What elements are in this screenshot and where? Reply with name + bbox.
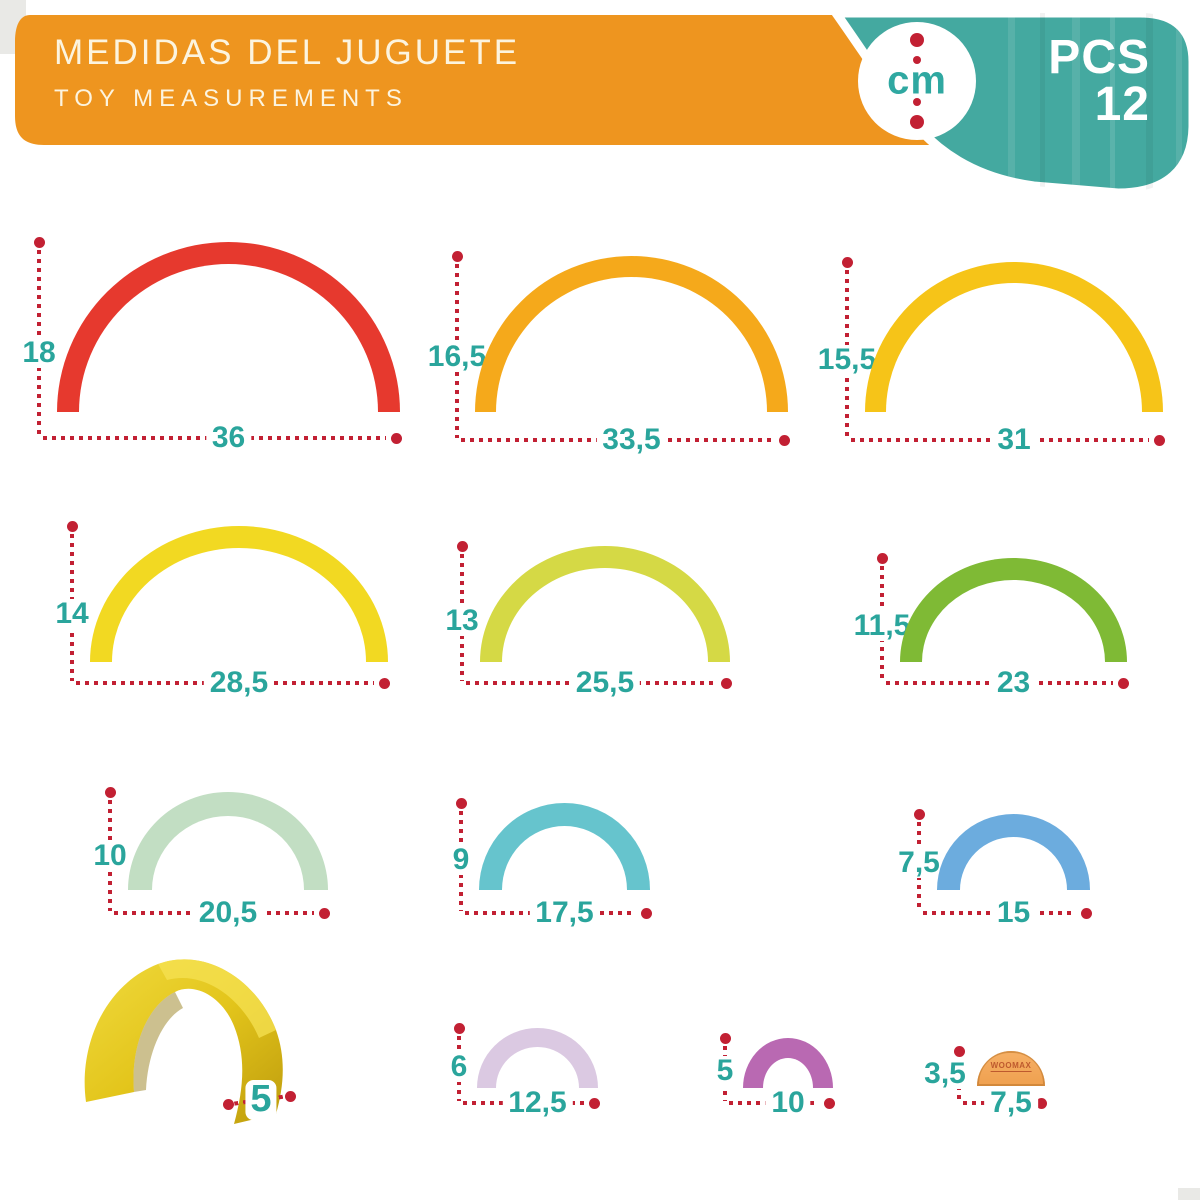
pieces-count-panel: PCS 12 <box>950 31 1150 131</box>
dim-dot <box>823 1097 835 1109</box>
piece-red-arch <box>57 242 400 412</box>
dim-dot <box>1153 434 1165 446</box>
width-value: 12,5 <box>502 1088 573 1118</box>
width-value: 10 <box>765 1088 811 1118</box>
dim-dot <box>720 677 732 689</box>
piece-chartreuse-arch <box>480 546 730 662</box>
dim-dot <box>1035 1097 1047 1109</box>
height-value: 3,5 <box>918 1058 972 1089</box>
cm-badge-circle <box>858 22 976 140</box>
scan-artifact <box>1178 1188 1200 1200</box>
title-spanish: MEDIDAS DEL JUGUETE <box>54 33 521 72</box>
dim-dot <box>1117 677 1129 689</box>
piece-purple-arch <box>743 1038 833 1088</box>
dim-dot <box>953 1045 965 1057</box>
width-value: 33,5 <box>596 425 667 455</box>
header-banner-graphic <box>15 0 1200 230</box>
piece-green-arch <box>900 558 1127 662</box>
arch-3d-depth-illustration <box>84 959 283 1124</box>
dim-dot <box>66 520 78 532</box>
width-value: 20,5 <box>192 898 264 928</box>
dim-dot <box>390 432 402 444</box>
width-value: 31 <box>991 425 1037 455</box>
dim-dot <box>104 786 116 798</box>
height-value: 9 <box>446 844 476 875</box>
width-value: 17,5 <box>529 898 600 928</box>
piece-woomax-half-disc: WOOMAX <box>977 1051 1045 1086</box>
height-value: 7,5 <box>892 848 946 879</box>
height-value: 6 <box>444 1052 474 1082</box>
width-value: 15 <box>990 898 1037 928</box>
piece-orange-arch <box>475 256 788 412</box>
page-title: MEDIDAS DEL JUGUETE TOY MEASUREMENTS <box>54 33 520 113</box>
dim-dot <box>318 907 330 919</box>
dim-dot <box>640 907 652 919</box>
width-value: 28,5 <box>203 668 275 698</box>
width-value: 7,5 <box>984 1088 1038 1118</box>
dim-dot <box>455 797 467 809</box>
unit-badge-label: cm <box>887 58 947 103</box>
dim-dot <box>456 540 468 552</box>
height-value: 13 <box>439 606 485 637</box>
cm-badge-dots-icon <box>910 33 924 129</box>
piece-yellow-arch <box>90 526 388 662</box>
arch-3d-inner-shade <box>133 992 183 1092</box>
width-value: 23 <box>990 668 1037 698</box>
dim-dot <box>33 236 45 248</box>
dim-dot <box>913 808 925 820</box>
piece-gold-arch <box>865 262 1163 412</box>
depth-value: 5 <box>245 1079 277 1120</box>
brand-logo: WOOMAX <box>990 1061 1032 1073</box>
dim-dot <box>284 1090 296 1102</box>
piece-blue-arch <box>937 814 1090 890</box>
dim-dot <box>719 1032 731 1044</box>
piece-mint-arch <box>128 792 328 890</box>
dim-dot <box>378 677 390 689</box>
dim-dot <box>451 250 463 262</box>
dim-dot <box>222 1098 234 1110</box>
pcs-value: 12 <box>1094 78 1150 131</box>
height-value: 5 <box>710 1055 740 1086</box>
wood-texture <box>1008 13 1182 193</box>
dim-dot <box>453 1022 465 1034</box>
dim-dot <box>1080 907 1092 919</box>
width-value: 36 <box>205 423 252 453</box>
piece-lavender-arch <box>477 1028 598 1088</box>
height-value: 15,5 <box>811 344 883 375</box>
height-value: 14 <box>49 599 95 630</box>
height-value: 10 <box>87 840 133 871</box>
dim-dot <box>778 434 790 446</box>
dim-dot <box>588 1097 600 1109</box>
arch-3d-body <box>84 959 283 1124</box>
width-value: 25,5 <box>569 668 641 698</box>
pcs-label: PCS <box>1048 31 1150 84</box>
piece-cyan-arch <box>479 803 650 890</box>
title-english: TOY MEASUREMENTS <box>54 85 408 112</box>
orange-banner-shape <box>15 15 1014 145</box>
height-value: 18 <box>16 337 62 368</box>
dim-dot <box>841 256 853 268</box>
dim-dot <box>876 552 888 564</box>
arch-3d-top-highlight <box>158 959 276 1038</box>
